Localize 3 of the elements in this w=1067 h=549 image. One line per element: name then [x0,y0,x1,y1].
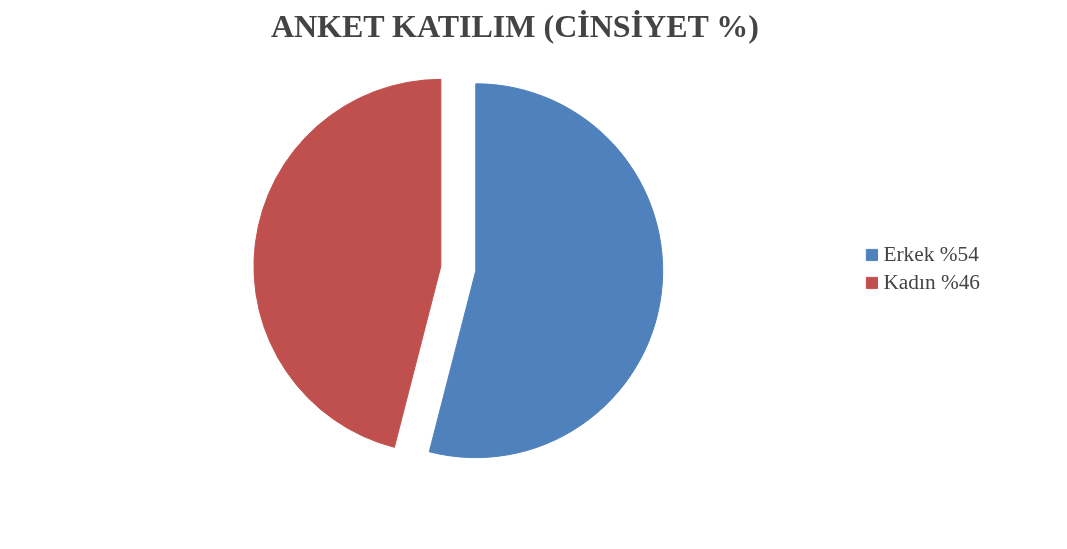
legend-label: Kadın %46 [883,269,980,295]
chart-title: ANKET KATILIM (CİNSİYET %) [270,7,759,44]
legend-label: Erkek %54 [883,241,979,267]
